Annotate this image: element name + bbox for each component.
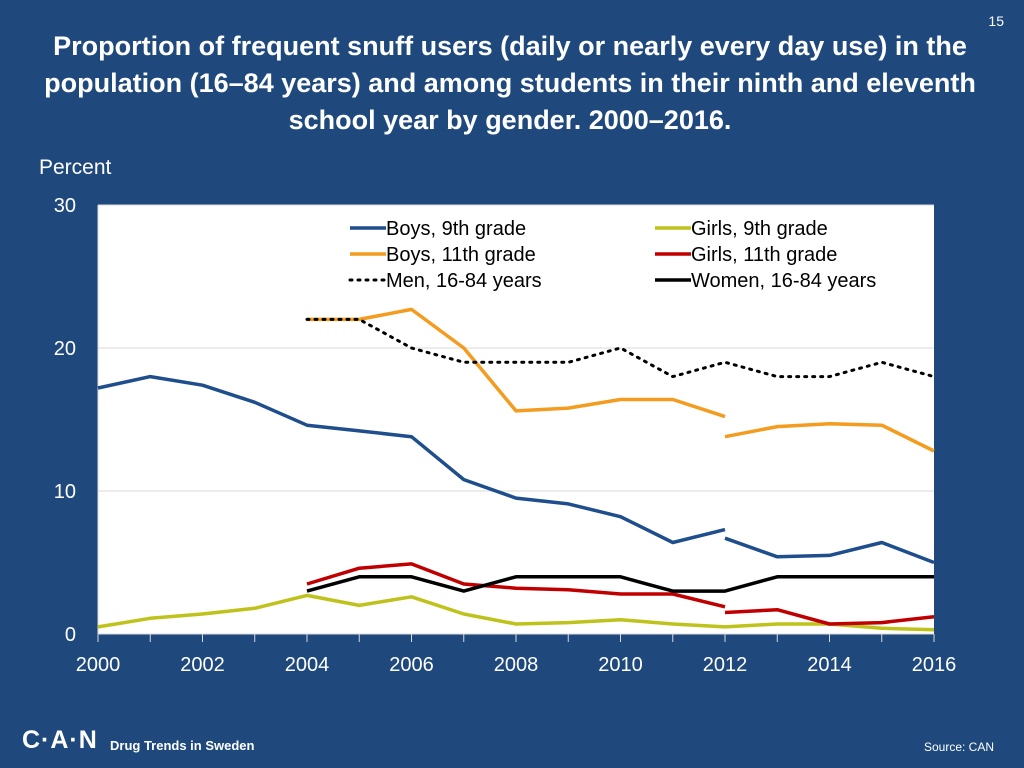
legend-item: Boys, 9th grade <box>350 218 526 240</box>
x-tick-label: 2004 <box>285 654 330 676</box>
series-line <box>97 593 726 629</box>
page-number: 15 <box>988 13 1004 29</box>
legend-item: Girls, 11th grade <box>655 244 837 266</box>
plot-area <box>98 205 934 634</box>
y-tick-label: 30 <box>54 195 76 217</box>
legend-label: Boys, 9th grade <box>386 218 526 240</box>
series-line <box>724 607 935 626</box>
x-tick-label: 2008 <box>494 654 539 676</box>
x-tick-label: 2010 <box>598 654 643 676</box>
y-axis-label: Percent <box>39 156 112 179</box>
series-boys-11th-grade <box>307 307 935 453</box>
legend-item: Boys, 11th grade <box>350 244 536 266</box>
x-tick-label: 2002 <box>180 654 225 676</box>
series-line <box>306 575 934 593</box>
x-tick-label: 2000 <box>76 654 121 676</box>
series-line <box>305 317 936 379</box>
legend-item: Men, 16-84 years <box>348 270 542 292</box>
legend-label: Girls, 11th grade <box>691 244 837 266</box>
legend: Boys, 9th grade Boys, 11th grade Men, 16-8… <box>348 218 876 292</box>
legend-item: Girls, 9th grade <box>655 218 828 240</box>
can-logo: C·A·N <box>22 726 98 754</box>
series-women-16-84-years <box>306 575 934 593</box>
axes: 0 10 20 30 2000 2002 2004 2006 2008 2010 2012 2014 2… <box>54 195 957 676</box>
source-note: Source: CAN <box>923 740 994 754</box>
x-tick-label: 2012 <box>703 654 748 676</box>
series-men-16-84-years <box>305 317 936 379</box>
series-girls-11th-grade <box>306 562 935 626</box>
series-line <box>97 374 726 545</box>
y-tick-label: 0 <box>65 624 76 646</box>
legend-item: Women, 16-84 years <box>655 270 876 292</box>
series-line <box>724 422 935 453</box>
legend-label: Boys, 11th grade <box>386 244 536 266</box>
series-layer <box>97 307 936 632</box>
gridlines <box>98 204 934 492</box>
x-tick-label: 2006 <box>389 654 434 676</box>
footer-text: Drug Trends in Sweden <box>110 738 255 753</box>
y-tick-label: 20 <box>54 338 76 360</box>
chart-title: Proportion of frequent snuff users (dail… <box>44 31 976 135</box>
legend-label: Girls, 9th grade <box>691 218 828 240</box>
series-line <box>307 307 726 419</box>
legend-label: Men, 16-84 years <box>386 270 542 292</box>
y-tick-label: 10 <box>54 481 76 503</box>
series-line <box>724 536 935 565</box>
x-tick-label: 2014 <box>807 654 852 676</box>
series-line <box>306 562 726 609</box>
series-boys-9th-grade <box>97 374 935 565</box>
legend-label: Women, 16-84 years <box>691 270 876 292</box>
x-tick-label: 2016 <box>912 654 957 676</box>
